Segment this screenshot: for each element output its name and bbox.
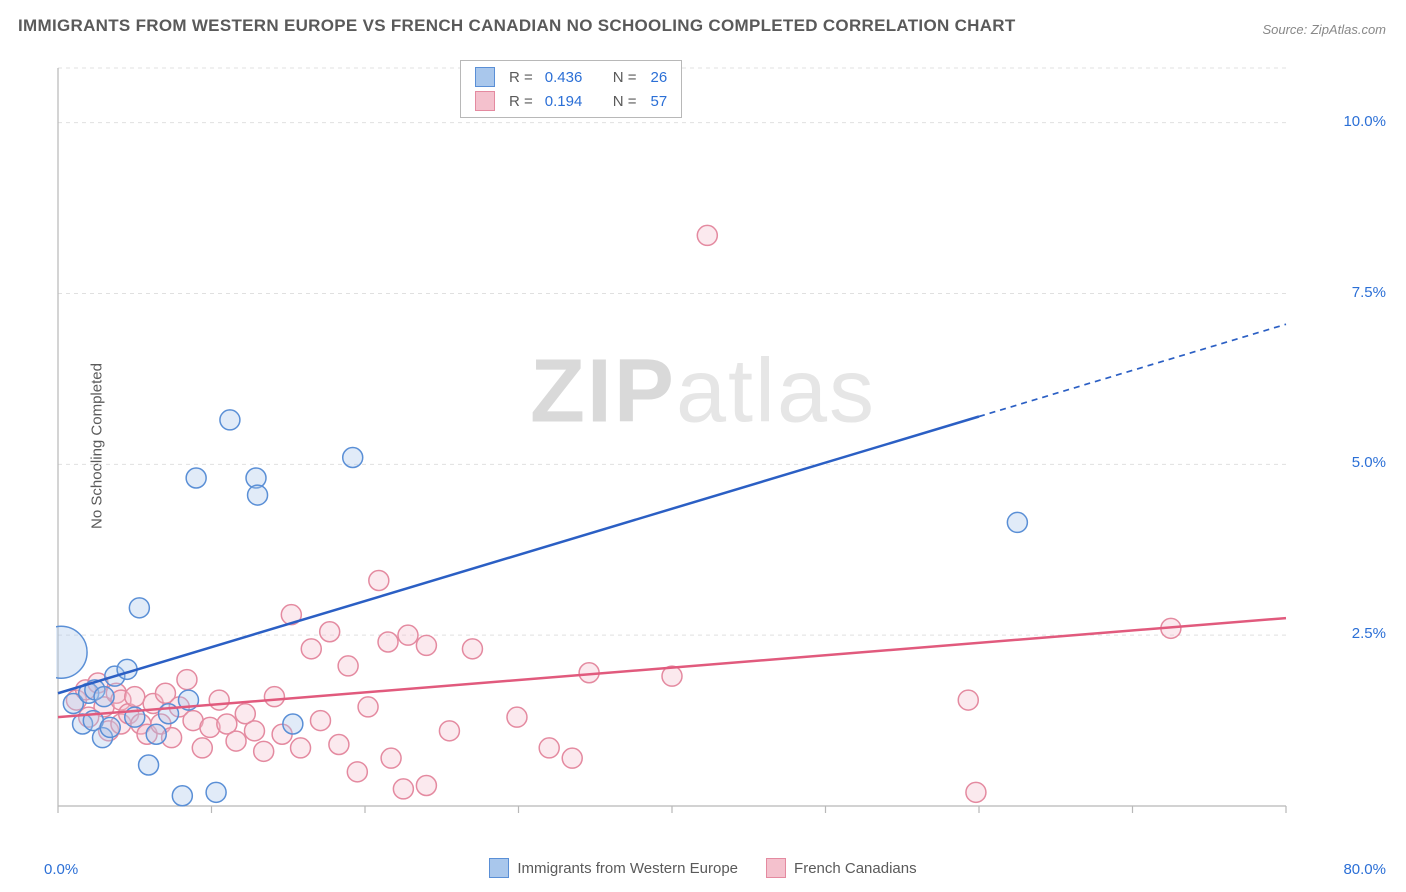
data-point — [966, 782, 986, 802]
data-point — [416, 776, 436, 796]
data-point — [94, 687, 114, 707]
stats-row-1: R = 0.194 N = 57 — [461, 89, 681, 113]
source-label: Source: ZipAtlas.com — [1262, 22, 1386, 37]
data-point — [100, 717, 120, 737]
data-point — [301, 639, 321, 659]
swatch-icon — [766, 858, 786, 878]
bottom-legend: Immigrants from Western Europe French Ca… — [0, 858, 1406, 878]
data-point — [146, 724, 166, 744]
n-value-0: 26 — [651, 69, 668, 86]
chart-title: IMMIGRANTS FROM WESTERN EUROPE VS FRENCH… — [18, 16, 1016, 36]
data-point — [369, 571, 389, 591]
data-point — [381, 748, 401, 768]
legend-label: Immigrants from Western Europe — [517, 860, 738, 877]
data-point — [139, 755, 159, 775]
data-point — [310, 711, 330, 731]
swatch-icon — [489, 858, 509, 878]
scatter-chart — [56, 56, 1346, 836]
data-point — [244, 721, 264, 741]
data-point — [358, 697, 378, 717]
data-point — [562, 748, 582, 768]
data-point — [347, 762, 367, 782]
data-point — [398, 625, 418, 645]
data-point — [291, 738, 311, 758]
data-point — [125, 687, 145, 707]
data-point — [958, 690, 978, 710]
data-point — [539, 738, 559, 758]
trend-line — [58, 417, 979, 694]
data-point — [226, 731, 246, 751]
data-point — [378, 632, 398, 652]
y-tick-label: 2.5% — [1352, 625, 1386, 642]
swatch-icon — [475, 67, 495, 87]
swatch-icon — [475, 91, 495, 111]
trend-line — [58, 618, 1286, 717]
r-value-0: 0.436 — [545, 69, 591, 86]
data-point — [697, 225, 717, 245]
legend-item-1: French Canadians — [766, 858, 917, 878]
data-point — [264, 687, 284, 707]
stats-legend-box: R = 0.436 N = 26 R = 0.194 N = 57 — [460, 60, 682, 118]
data-point — [56, 626, 87, 678]
data-point — [320, 622, 340, 642]
data-point — [1007, 512, 1027, 532]
data-point — [177, 670, 197, 690]
data-point — [206, 782, 226, 802]
data-point — [393, 779, 413, 799]
data-point — [186, 468, 206, 488]
stats-row-0: R = 0.436 N = 26 — [461, 65, 681, 89]
data-point — [439, 721, 459, 741]
legend-item-0: Immigrants from Western Europe — [489, 858, 738, 878]
data-point — [192, 738, 212, 758]
data-point — [129, 598, 149, 618]
data-point — [283, 714, 303, 734]
data-point — [462, 639, 482, 659]
trend-line-extension — [979, 324, 1286, 416]
data-point — [220, 410, 240, 430]
data-point — [254, 741, 274, 761]
data-point — [416, 635, 436, 655]
legend-label: French Canadians — [794, 860, 917, 877]
r-value-1: 0.194 — [545, 93, 591, 110]
data-point — [248, 485, 268, 505]
data-point — [338, 656, 358, 676]
data-point — [507, 707, 527, 727]
data-point — [329, 735, 349, 755]
y-tick-label: 5.0% — [1352, 454, 1386, 471]
y-tick-label: 7.5% — [1352, 284, 1386, 301]
data-point — [343, 448, 363, 468]
data-point — [172, 786, 192, 806]
chart-container: IMMIGRANTS FROM WESTERN EUROPE VS FRENCH… — [0, 0, 1406, 892]
data-point — [209, 690, 229, 710]
y-tick-label: 10.0% — [1343, 113, 1386, 130]
n-value-1: 57 — [651, 93, 668, 110]
plot-area — [56, 56, 1346, 836]
